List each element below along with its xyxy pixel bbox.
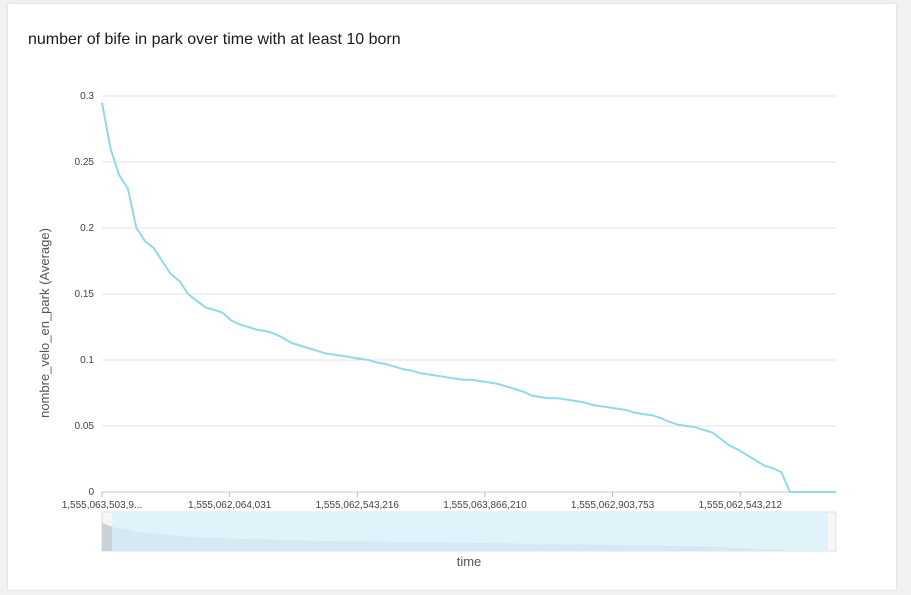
y-axis-title: nombre_velo_en_park (Average) — [37, 228, 52, 418]
x-tick-label: 1,555,062,064,031 — [188, 500, 272, 511]
x-tick-label: 1,555,063,503,9... — [62, 500, 143, 511]
y-tick-label: 0.05 — [75, 421, 95, 432]
y-tick-label: 0.3 — [80, 91, 94, 102]
x-tick-label: 1,555,063,866,210 — [443, 500, 527, 511]
y-tick-label: 0.25 — [75, 157, 95, 168]
x-tick-label: 1,555,062,903,753 — [571, 500, 655, 511]
x-tick-label: 1,555,062,543,216 — [316, 500, 400, 511]
chart-title: number of bife in park over time with at… — [28, 31, 401, 48]
y-tick-label: 0.1 — [80, 355, 94, 366]
y-axis: 0 0.05 0.1 0.15 0.2 0.25 0.3 — [75, 91, 95, 498]
series-line — [101, 102, 836, 493]
brush-selection[interactable] — [112, 512, 828, 551]
x-axis: 1,555,063,503,9... 1,555,062,064,031 1,555… — [62, 492, 783, 511]
x-tick-label: 1,555,062,543,212 — [699, 500, 783, 511]
x-axis-title: time — [457, 554, 482, 569]
y-tick-label: 0.15 — [75, 289, 95, 300]
y-tick-label: 0 — [88, 487, 94, 498]
grid — [102, 95, 836, 493]
y-tick-label: 0.2 — [80, 223, 94, 234]
range-brush[interactable] — [101, 511, 837, 552]
